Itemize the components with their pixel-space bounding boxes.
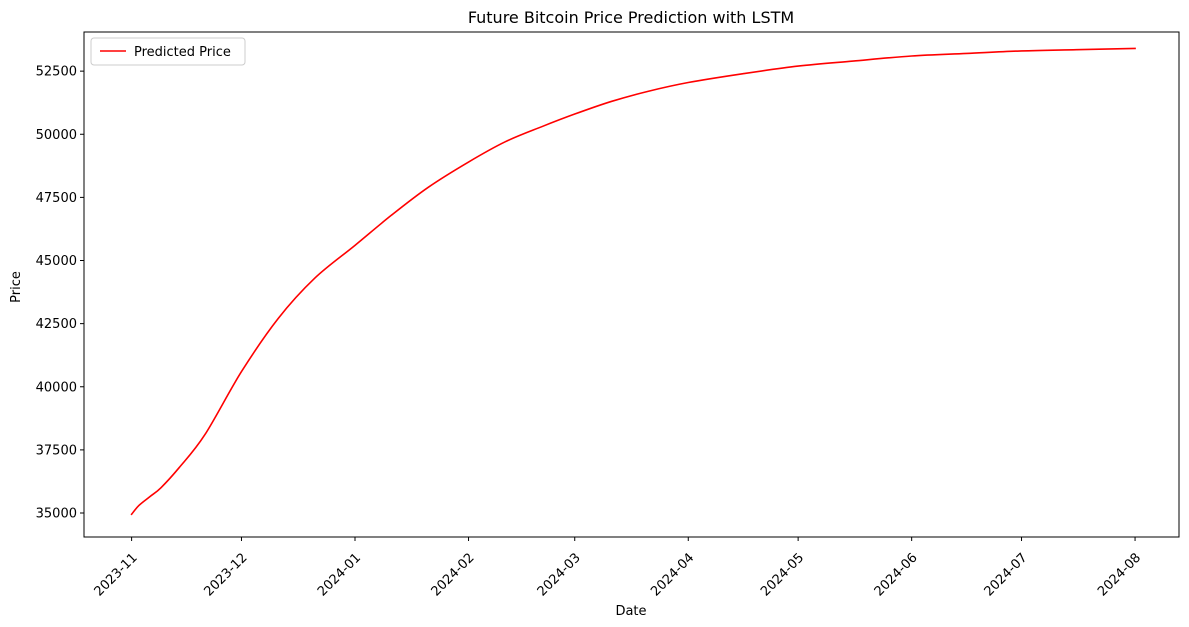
series-layer [130,47,1136,516]
y-axis-label: Price [9,271,24,303]
legend-label: Predicted Price [134,45,231,60]
plot-frame [83,31,1180,538]
chart-title: Future Bitcoin Price Prediction with LST… [468,8,794,27]
y-tick-label: 37500 [36,443,77,458]
y-tick-label: 52500 [36,65,77,80]
y-axis: 35000 37500 40000 42500 45000 47500 50000 52500 [36,65,84,522]
legend-box [90,37,246,66]
y-tick-label: 50000 [36,128,77,143]
y-tick-label: 40000 [36,380,77,395]
series-line-0 [130,47,1136,516]
plot-area [84,32,1179,537]
y-tick-label: 45000 [36,254,77,269]
y-tick-label: 35000 [36,507,77,522]
y-tick-label: 42500 [36,317,77,332]
x-axis-label: Date [615,604,646,619]
y-tick-label: 47500 [36,191,77,206]
legend: Predicted Price [90,37,246,66]
